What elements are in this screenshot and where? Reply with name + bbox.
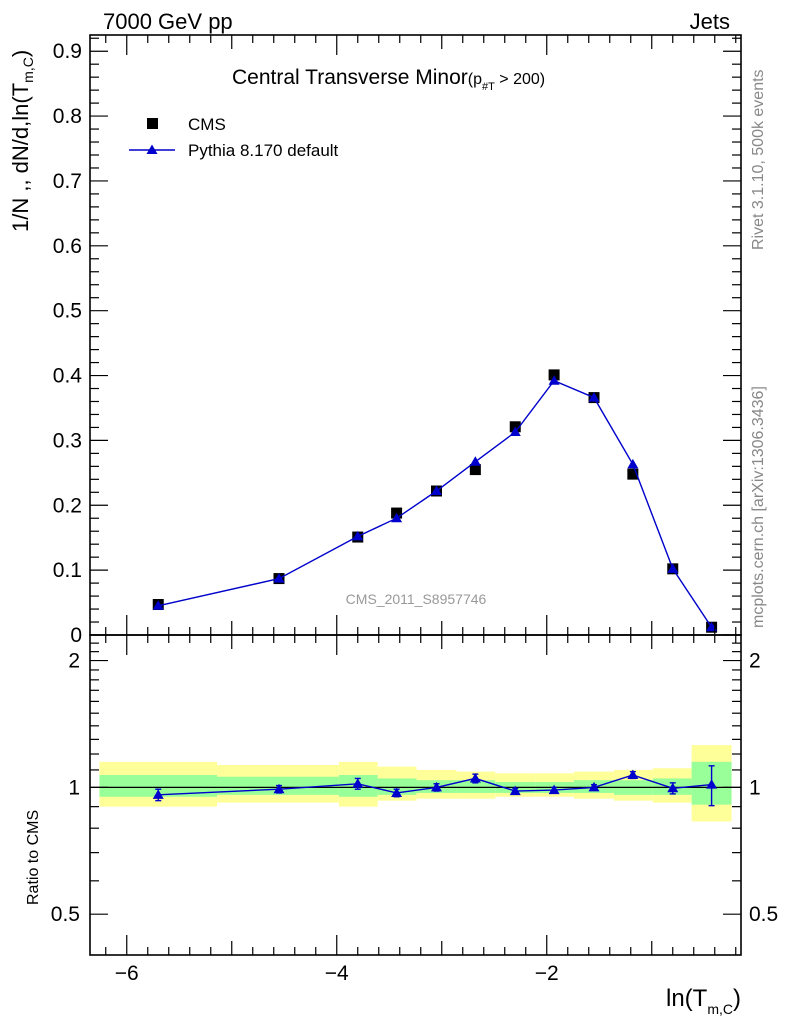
cms-data-point bbox=[627, 468, 639, 480]
plot-title-sub-index: #T bbox=[482, 81, 495, 93]
main-y-axis-label: 1/N ,, dN/d,ln(Tm,C) bbox=[8, 50, 36, 232]
x-tick-label: −4 bbox=[325, 962, 349, 985]
pythia-data-point bbox=[469, 456, 481, 466]
plot-title-sub: (p bbox=[468, 71, 482, 88]
pythia-data-point bbox=[352, 530, 364, 541]
plot-title: Central Transverse Minor(p#T > 200) bbox=[232, 66, 545, 93]
plot-title-main: Central Transverse Minor bbox=[232, 66, 468, 89]
main-y-tick-label: 0.9 bbox=[53, 40, 82, 63]
ratio-pythia-data-point bbox=[469, 772, 481, 783]
ratio-pythia-data-point bbox=[627, 769, 639, 779]
ratio-marks bbox=[152, 765, 718, 807]
header-jets-label: Jets bbox=[690, 9, 730, 34]
ratio-pythia-data-point bbox=[391, 787, 403, 797]
x-tick-label: −2 bbox=[535, 962, 559, 985]
ratio-panel: 0.5 0.5 1 1 2 2 −6 −4 −2 Ratio to CMS ln(Tm,C) bbox=[25, 634, 778, 1017]
cms-data-point bbox=[469, 464, 481, 476]
main-y-tick-label: 0.5 bbox=[53, 300, 82, 323]
ratio-frame bbox=[89, 634, 742, 956]
legend-cms-marker bbox=[147, 118, 158, 129]
main-y-tick-label: 0.8 bbox=[53, 105, 82, 128]
ratio-y-tick-label-right: 2 bbox=[749, 650, 761, 673]
rivet-version-label: Rivet 3.1.10, 500k events bbox=[750, 69, 767, 250]
main-y-tick-label: 0.7 bbox=[53, 170, 82, 193]
ratio-pythia-data-point bbox=[352, 778, 364, 788]
main-y-tick-label: 0.3 bbox=[53, 429, 82, 452]
main-x-ticks bbox=[105, 35, 737, 635]
main-panel: 0 0.1 0.2 0.3 0.4 0.5 0.6 0.7 0.8 0.9 Central Tra… bbox=[8, 34, 742, 647]
ratio-y-axis-label: Ratio to CMS bbox=[25, 810, 42, 905]
main-y-axis-label-main: 1/N ,, dN/d,ln(T bbox=[8, 83, 33, 232]
ratio-bands bbox=[99, 745, 732, 822]
legend: CMS Pythia 8.170 default bbox=[129, 115, 339, 160]
pythia-data-point bbox=[152, 600, 164, 610]
x-axis-label: ln(Tm,C) bbox=[666, 985, 741, 1017]
pythia-data-point bbox=[588, 392, 600, 402]
pythia-data-point bbox=[273, 573, 285, 583]
ratio-pythia-data-point bbox=[509, 785, 521, 796]
mcplots-label: mcplots.cern.ch [arXiv:1306.3436] bbox=[750, 386, 767, 628]
ratio-y-tick-label-left: 0.5 bbox=[51, 903, 80, 926]
cms-data-point bbox=[548, 369, 560, 381]
ratio-pythia-data-point bbox=[548, 784, 560, 795]
plot-title-sub-tail: > 200) bbox=[495, 71, 545, 88]
ratio-y-tick-label-left: 1 bbox=[68, 776, 80, 799]
legend-pythia-marker bbox=[146, 144, 158, 154]
main-y-tick-label: 0 bbox=[70, 624, 82, 647]
ratio-y-tick-label-right: 0.5 bbox=[749, 903, 778, 926]
pythia-data-point bbox=[627, 458, 639, 469]
ratio-x-ticks: −6 −4 −2 bbox=[105, 635, 737, 985]
ratio-pythia-data-point bbox=[588, 781, 600, 792]
ratio-y-tick-label-left: 2 bbox=[68, 650, 80, 673]
ratio-inner-band bbox=[99, 774, 218, 797]
legend-cms-label: CMS bbox=[188, 115, 226, 134]
ratio-pythia-data-point bbox=[431, 781, 442, 792]
main-y-axis-label-sub: m,C bbox=[20, 57, 36, 83]
legend-pythia-label: Pythia 8.170 default bbox=[188, 141, 339, 160]
ratio-pythia-data-point bbox=[667, 782, 679, 793]
ratio-y-tick-label-right: 1 bbox=[749, 776, 761, 799]
ratio-inner-band bbox=[456, 780, 496, 793]
x-axis-label-main: ln(T bbox=[666, 985, 708, 1012]
ratio-pythia-data-point bbox=[152, 789, 164, 799]
main-y-tick-label: 0.6 bbox=[53, 235, 82, 258]
ratio-pythia-data-point bbox=[706, 779, 718, 789]
header-energy-label: 7000 GeV pp bbox=[103, 9, 233, 34]
ratio-y-ticks: 0.5 0.5 1 1 2 2 bbox=[51, 642, 778, 926]
main-y-ticks: 0 0.1 0.2 0.3 0.4 0.5 0.6 0.7 0.8 0.9 bbox=[53, 37, 741, 647]
pythia-data-point bbox=[431, 485, 442, 495]
main-y-axis-label-tail: ) bbox=[8, 50, 33, 57]
analysis-watermark: CMS_2011_S8957746 bbox=[346, 591, 487, 607]
main-y-tick-label: 0.2 bbox=[53, 494, 82, 517]
x-axis-label-tail: ) bbox=[733, 985, 741, 1012]
x-tick-label: −6 bbox=[115, 962, 139, 985]
main-y-tick-label: 0.1 bbox=[53, 559, 82, 582]
ratio-pythia-line bbox=[158, 774, 712, 796]
pythia-data-point bbox=[667, 563, 679, 573]
main-y-tick-label: 0.4 bbox=[53, 365, 83, 388]
x-axis-label-sub: m,C bbox=[707, 1001, 733, 1017]
pythia-series-line bbox=[158, 379, 713, 628]
pythia-data-point bbox=[509, 426, 521, 436]
ratio-pythia-data-point bbox=[273, 783, 285, 794]
pythia-data-point bbox=[391, 512, 403, 523]
pythia-data-point bbox=[548, 375, 560, 385]
